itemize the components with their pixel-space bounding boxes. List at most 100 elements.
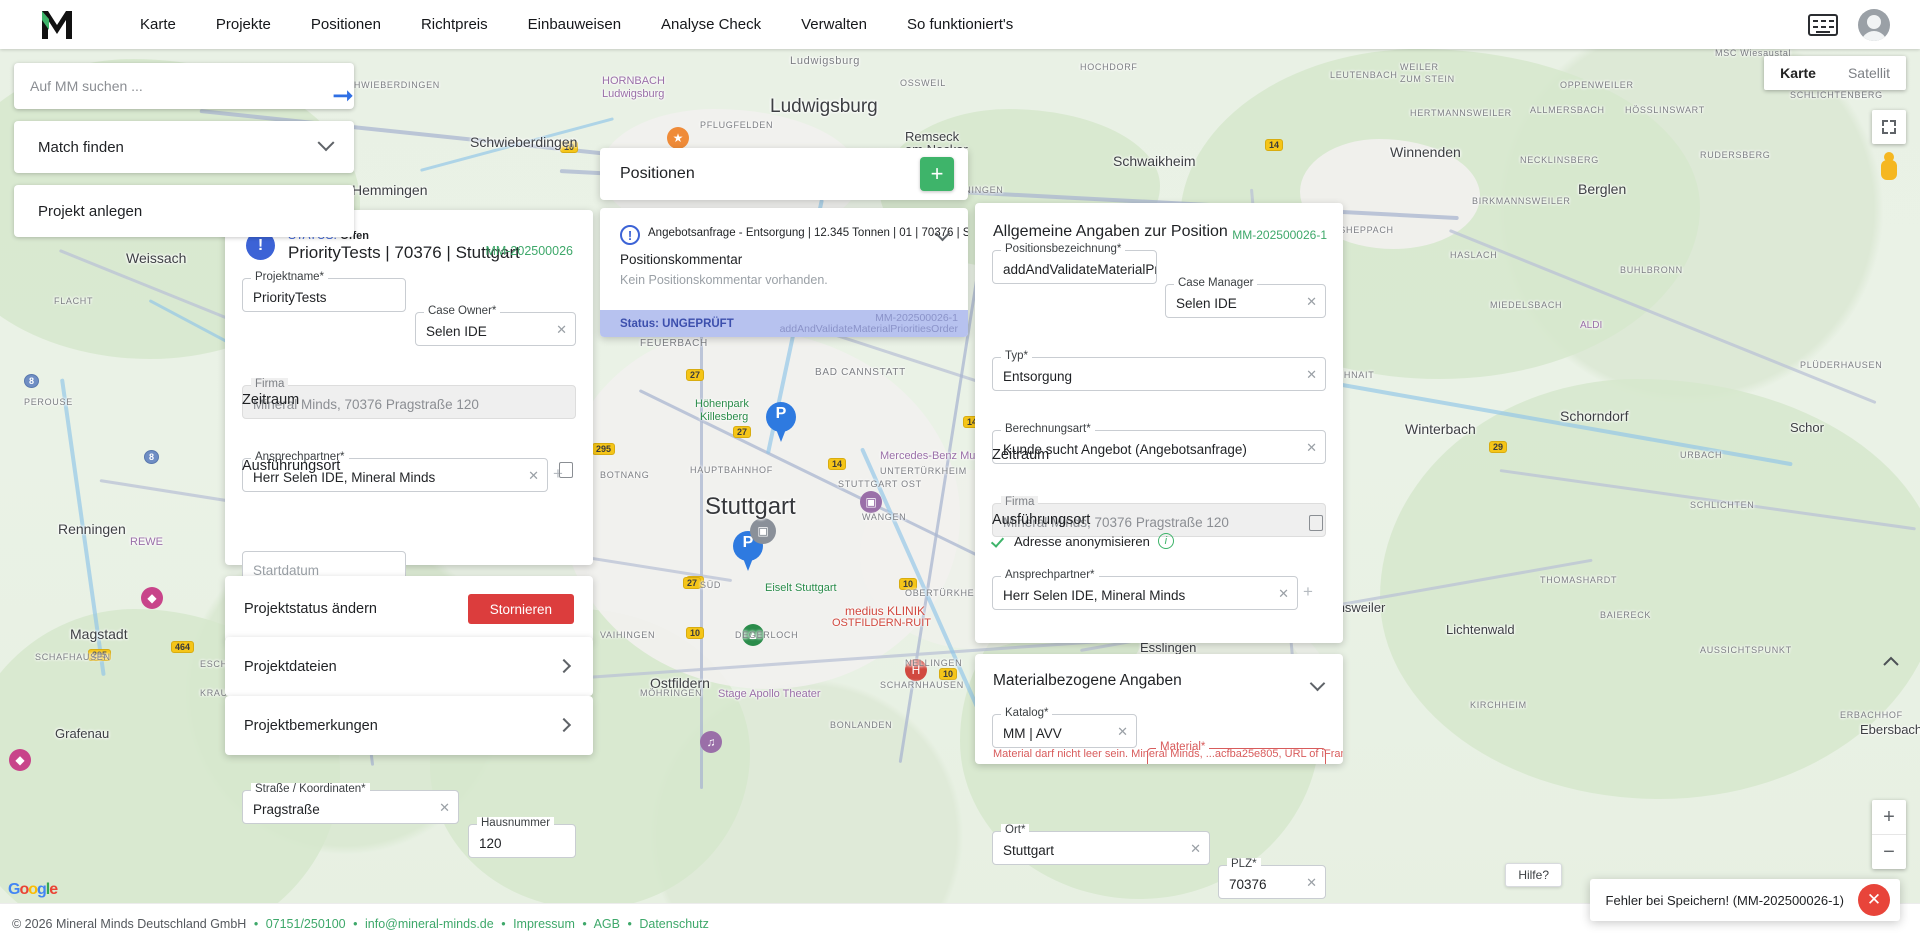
stornieren-button[interactable]: Stornieren — [467, 594, 574, 624]
field-ort-right[interactable]: Ort* Stuttgart ✕ — [992, 824, 1210, 865]
info-icon[interactable]: i — [1157, 533, 1174, 549]
clear-icon[interactable]: ✕ — [528, 468, 539, 483]
copy-icon[interactable] — [1306, 513, 1323, 531]
field-ansprechpartner-right-value: Herr Selen IDE, Mineral Minds — [1003, 588, 1186, 603]
projektdateien-card[interactable]: Projektdateien — [225, 637, 593, 696]
user-avatar[interactable] — [1858, 8, 1890, 41]
add-position-button[interactable]: + — [920, 157, 954, 191]
map-marker-photo[interactable]: ▣ — [750, 518, 776, 544]
copy-icon[interactable] — [556, 460, 573, 478]
clear-icon[interactable]: ✕ — [556, 322, 567, 337]
footer-datenschutz[interactable]: Datenschutz — [639, 916, 709, 931]
projekt-anlegen-card[interactable]: Projekt anlegen — [14, 185, 354, 237]
nav-right-actions — [1808, 8, 1890, 41]
highway-shield-27: 27 — [686, 369, 705, 381]
field-ansprechpartner-label: Ansprechpartner* — [251, 451, 349, 463]
keyboard-icon[interactable] — [1808, 13, 1838, 36]
footer-sep-2: • — [353, 916, 358, 931]
map-label: WEILER — [1400, 62, 1439, 72]
scroll-up-chevron-icon[interactable] — [1880, 652, 1902, 674]
clear-icon[interactable]: ✕ — [439, 800, 450, 815]
footer-phone[interactable]: 07151/250100 — [265, 916, 346, 931]
mineral-minds-logo-icon[interactable] — [38, 8, 78, 42]
fullscreen-button[interactable] — [1872, 110, 1906, 144]
clear-icon[interactable]: ✕ — [1117, 724, 1128, 739]
field-material[interactable]: Material* — [1147, 741, 1326, 764]
footer-impressum[interactable]: Impressum — [513, 916, 575, 931]
nav-item-analyse-check[interactable]: Analyse Check — [661, 16, 762, 33]
field-katalog[interactable]: Katalog* MM | AVV ✕ — [992, 707, 1137, 748]
field-case-owner[interactable]: Case Owner* Selen IDE ✕ — [415, 305, 576, 346]
nav-item-verwalten[interactable]: Verwalten — [801, 16, 867, 33]
nav-item-einbauweisen[interactable]: Einbauweisen — [527, 16, 622, 33]
field-case-manager[interactable]: Case Manager Selen IDE ✕ — [1165, 277, 1326, 318]
map-pin-parking-top[interactable]: P — [766, 402, 796, 442]
search-box[interactable] — [14, 63, 354, 109]
hilfe-button[interactable]: Hilfe? — [1505, 863, 1562, 887]
search-submit-arrow-icon[interactable]: ➞ — [332, 79, 354, 110]
map-label: FLACHT — [54, 296, 94, 306]
street-view-pegman-icon[interactable] — [1872, 150, 1906, 190]
map-label: SCHLICHTENBERG — [1790, 90, 1883, 100]
footer-email[interactable]: info@mineral-minds.de — [365, 916, 494, 931]
footer-copyright: © 2026 Mineral Minds Deutschland GmbH — [12, 916, 247, 931]
checkbox-checked-icon[interactable] — [992, 534, 1006, 548]
footer-content: © 2026 Mineral Minds Deutschland GmbH • … — [12, 917, 709, 931]
map-label: Mercedes-Benz Mu — [880, 450, 976, 462]
map-label: UNTERTÜRKHEIM — [880, 466, 967, 476]
add-contact-icon[interactable]: + — [553, 464, 563, 483]
field-typ[interactable]: Typ* Entsorgung ✕ — [992, 350, 1326, 391]
map-label: ZUM STEIN — [1400, 74, 1455, 84]
field-plz-right[interactable]: PLZ* 70376 ✕ — [1218, 858, 1326, 899]
nav-item-positionen[interactable]: Positionen — [310, 16, 381, 33]
field-typ-value: Entsorgung — [1003, 369, 1073, 384]
map-type-switcher: Karte Satellit — [1764, 56, 1906, 90]
adresse-anonymisieren-row[interactable]: Adresse anonymisieren i — [992, 533, 1174, 549]
field-hausnummer[interactable]: Hausnummer 120 — [468, 817, 576, 858]
clear-icon[interactable]: ✕ — [1190, 841, 1201, 856]
field-berechnungsart[interactable]: Berechnungsart* Kunde sucht Angebot (Ang… — [992, 423, 1326, 464]
clear-icon[interactable]: ✕ — [1306, 294, 1317, 309]
search-input[interactable] — [28, 77, 340, 95]
positionen-header-card: Positionen + — [600, 148, 968, 200]
footer-agb[interactable]: AGB — [593, 916, 620, 931]
projekt-anlegen-label: Projekt anlegen — [38, 202, 143, 220]
map-label: OPPENWEILER — [1560, 80, 1634, 90]
map-type-satellit[interactable]: Satellit — [1847, 65, 1890, 81]
map-label: OSSWEIL — [900, 78, 946, 88]
field-projektname[interactable]: Projektname* PriorityTests — [242, 271, 406, 312]
nav-item-karte[interactable]: Karte — [140, 16, 176, 33]
nav-item-richtpreis[interactable]: Richtpreis — [420, 16, 488, 33]
footer-sep-3: • — [501, 916, 506, 931]
zoom-out-button[interactable]: − — [1883, 840, 1895, 863]
map-label: STUTTGART OST — [838, 479, 922, 489]
match-finden-card[interactable]: Match finden — [14, 121, 354, 173]
chevron-down-icon[interactable] — [1309, 675, 1326, 692]
field-positionsbezeichnung-label: Positionsbezeichnung* — [1001, 243, 1126, 255]
position-subcode: addAndValidateMaterialPrioritiesOrder — [779, 322, 958, 335]
field-ansprechpartner-right[interactable]: Ansprechpartner* Herr Selen IDE, Mineral… — [992, 569, 1313, 610]
clear-icon[interactable]: ✕ — [1306, 440, 1317, 455]
map-label: SCHAFHAUSEN — [35, 652, 111, 662]
right-panel-title: Allgemeine Angaben zur Position — [993, 223, 1228, 240]
highway-shield-8: 8 — [24, 374, 40, 388]
field-ansprechpartner[interactable]: Ansprechpartner* Herr Selen IDE, Mineral… — [242, 451, 563, 492]
field-firma-right: Firma Mineral Minds, 70376 Pragstraße 12… — [992, 496, 1326, 537]
map-type-karte[interactable]: Karte — [1780, 65, 1816, 81]
field-firma-label: Firma — [251, 378, 289, 390]
clear-icon[interactable]: ✕ — [1306, 875, 1317, 890]
clear-icon[interactable]: ✕ — [1278, 586, 1289, 601]
project-mm-code: MM-202500026 — [485, 244, 573, 258]
chevron-right-icon — [556, 717, 572, 732]
close-icon[interactable]: ✕ — [1858, 884, 1890, 916]
nav-item-projekte[interactable]: Projekte — [215, 16, 271, 33]
clear-icon[interactable]: ✕ — [1306, 367, 1317, 382]
zoom-in-button[interactable]: + — [1883, 805, 1895, 828]
map-label: ALDI — [1580, 320, 1603, 331]
map-label: HOCHDORF — [1080, 62, 1138, 72]
field-positionsbezeichnung[interactable]: Positionsbezeichnung* addAndValidateMate… — [992, 243, 1157, 284]
nav-item-so-funktionierts[interactable]: So funktioniert's — [906, 16, 1014, 33]
field-strasse[interactable]: Straße / Koordinaten* Pragstraße ✕ — [242, 783, 459, 824]
projektbemerkungen-card[interactable]: Projektbemerkungen — [225, 696, 593, 755]
add-contact-icon[interactable]: + — [1303, 582, 1313, 601]
